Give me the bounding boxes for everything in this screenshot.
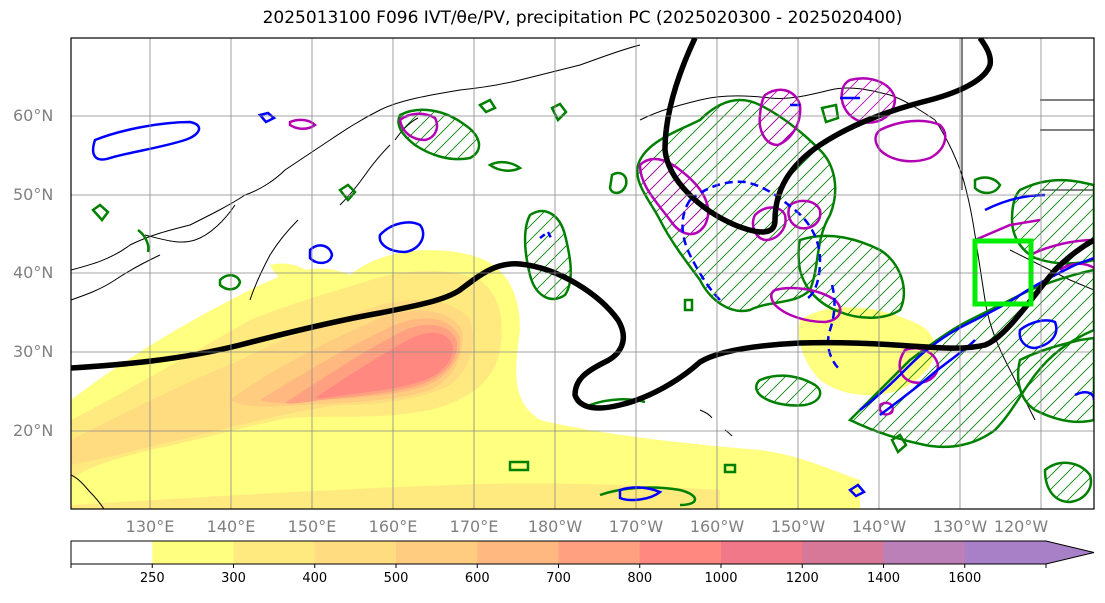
map-frame bbox=[70, 37, 1095, 510]
green-region-gulf bbox=[797, 234, 906, 319]
lon-label-140w: 140°W bbox=[851, 517, 907, 536]
colorbar-cell bbox=[558, 541, 641, 564]
green-region-far-south bbox=[1043, 461, 1093, 504]
blue-contours bbox=[91, 96, 1094, 502]
colorbar-cell bbox=[71, 541, 153, 564]
ivt-level-300-tropics bbox=[71, 483, 720, 509]
green-region-subtropics bbox=[755, 374, 822, 407]
ivt-level-250-north bbox=[270, 263, 320, 287]
lat-label-60n: 60°N bbox=[13, 106, 54, 125]
lon-label-140e: 140°E bbox=[206, 517, 256, 536]
lon-label-130e: 130°E bbox=[125, 517, 175, 536]
blue-dashed-alaska bbox=[681, 180, 822, 302]
colorbar-cell bbox=[802, 541, 884, 564]
colorbar-cell bbox=[964, 541, 1047, 564]
green-hatched-contours bbox=[397, 98, 1094, 504]
colorbar-cell bbox=[721, 541, 803, 564]
colorbar-tick-label: 500 bbox=[383, 571, 409, 586]
blue-north-pacific bbox=[91, 120, 201, 161]
lon-label-150w: 150°W bbox=[770, 517, 826, 536]
colorbar-cell bbox=[883, 541, 966, 564]
colorbar-cell bbox=[477, 541, 559, 564]
colorbar-outline bbox=[70, 540, 1095, 565]
lat-label-50n: 50°N bbox=[13, 185, 54, 204]
lat-label-20n: 20°N bbox=[13, 421, 54, 440]
colorbar-tick-label: 400 bbox=[302, 571, 328, 586]
ivt-shading bbox=[71, 250, 936, 509]
blue-west-coast bbox=[859, 256, 1094, 411]
colorbar-tick-label: 1200 bbox=[785, 571, 819, 586]
magenta-contours bbox=[288, 77, 1094, 416]
colorbar-tick-label: 800 bbox=[627, 571, 653, 586]
colorbar-extend-arrow bbox=[1046, 541, 1094, 564]
lon-label-180w: 180°W bbox=[527, 517, 583, 536]
colorbar-tick-label: 700 bbox=[546, 571, 571, 586]
green-region-kamchatka bbox=[397, 108, 481, 161]
lon-label-160w: 160°W bbox=[689, 517, 745, 536]
colorbar-tick-label: 1400 bbox=[866, 571, 901, 586]
green-region-southeast bbox=[1016, 336, 1094, 424]
colorbar-cell bbox=[639, 541, 722, 564]
colorbar-tick-label: 600 bbox=[464, 571, 490, 586]
lon-label-120w: 120°W bbox=[993, 517, 1049, 536]
colorbar-tick-label: 1600 bbox=[948, 571, 982, 586]
gridlines bbox=[71, 38, 1094, 509]
pv-contour-main bbox=[71, 237, 1094, 411]
colorbar-cell bbox=[314, 541, 397, 564]
lon-label-160e: 160°E bbox=[368, 517, 418, 536]
colorbar-cell bbox=[396, 541, 478, 564]
lat-label-40n: 40°N bbox=[13, 263, 54, 282]
colorbar-cell bbox=[152, 541, 234, 564]
ivt-level-800 bbox=[315, 332, 453, 399]
figure-title: 2025013100 F096 IVT/θe/PV, precipitation… bbox=[262, 8, 903, 28]
colorbar-tick-label: 1000 bbox=[704, 571, 738, 586]
lat-label-30n: 30°N bbox=[13, 342, 54, 361]
lon-label-170w: 170°W bbox=[608, 517, 664, 536]
green-contours bbox=[91, 98, 1002, 507]
colorbar-tick-label: 250 bbox=[139, 571, 165, 586]
colorbar-tick-label: 300 bbox=[221, 571, 246, 586]
colorbar-cell bbox=[233, 541, 316, 564]
pv-contour-north bbox=[662, 38, 994, 235]
lon-label-170e: 170°E bbox=[449, 517, 499, 536]
lon-label-130w: 130°W bbox=[932, 517, 988, 536]
lon-label-150e: 150°E bbox=[287, 517, 337, 536]
target-box bbox=[972, 238, 1034, 307]
magenta-alaska-1 bbox=[758, 88, 802, 147]
